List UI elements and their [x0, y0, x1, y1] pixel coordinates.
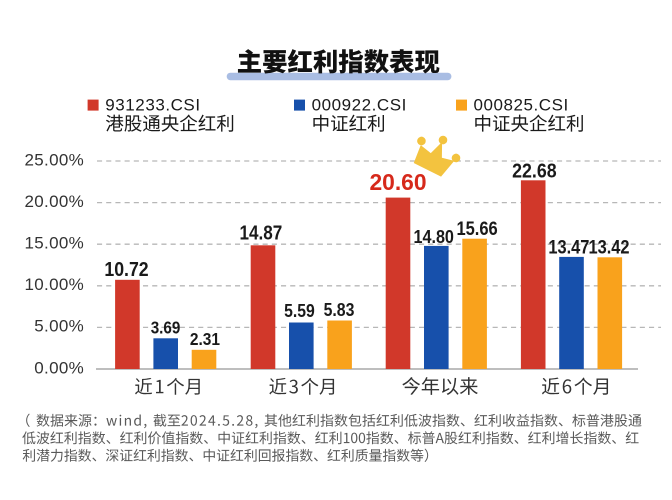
svg-text:15.66: 15.66 [456, 218, 497, 239]
svg-text:14.87: 14.87 [239, 221, 282, 244]
svg-text:10.72: 10.72 [104, 259, 148, 282]
svg-text:0.00%: 0.00% [34, 358, 84, 377]
svg-text:5.59: 5.59 [284, 301, 315, 321]
svg-text:15.00%: 15.00% [25, 234, 84, 253]
svg-text:14.80: 14.80 [413, 226, 454, 247]
svg-text:2.31: 2.31 [190, 329, 220, 349]
svg-text:13.42: 13.42 [588, 236, 629, 257]
svg-text:5.83: 5.83 [324, 299, 355, 320]
svg-text:20.60: 20.60 [369, 169, 426, 195]
svg-text:000922.CSI: 000922.CSI [312, 96, 407, 115]
svg-text:25.00%: 25.00% [25, 150, 84, 169]
svg-text:931233.CSI: 931233.CSI [105, 96, 200, 115]
svg-text:10.00%: 10.00% [25, 275, 84, 294]
svg-text:13.47: 13.47 [548, 236, 589, 257]
svg-text:5.00%: 5.00% [34, 317, 84, 336]
svg-text:20.00%: 20.00% [25, 192, 84, 211]
svg-text:000825.CSI: 000825.CSI [474, 96, 569, 115]
svg-text:22.68: 22.68 [512, 160, 557, 183]
svg-text:3.69: 3.69 [151, 318, 181, 337]
